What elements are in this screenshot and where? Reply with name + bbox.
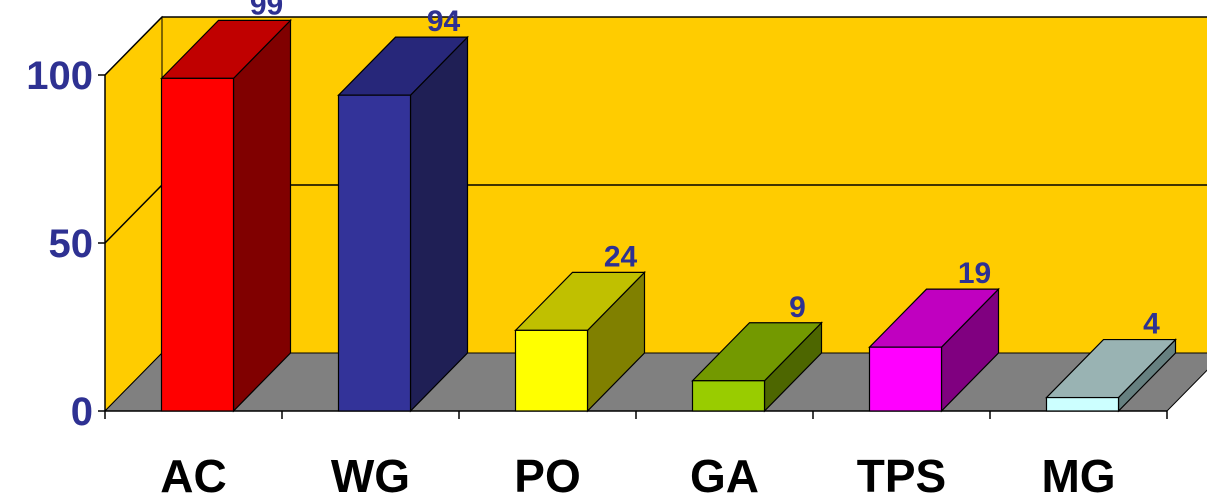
x-tick-label: TPS [857, 450, 946, 501]
bar-wg [337, 35, 469, 413]
bars [160, 18, 1177, 413]
bar-front [337, 94, 412, 412]
data-label: 24 [604, 240, 638, 273]
data-label: 19 [958, 257, 991, 290]
data-label: 4 [1143, 308, 1160, 341]
bar-side [232, 18, 292, 413]
data-label: 9 [789, 291, 806, 324]
bar-ac [160, 18, 292, 413]
bar-ga [691, 321, 823, 413]
data-label: 94 [427, 5, 461, 38]
bar-front [160, 77, 235, 412]
gridline [104, 16, 1207, 76]
bar-po [514, 270, 646, 413]
bar-front [1045, 396, 1120, 412]
data-label: 99 [250, 0, 283, 21]
bar-front [691, 380, 766, 412]
x-tick-label: MG [1041, 450, 1115, 501]
x-tick-label: WG [331, 450, 410, 501]
x-tick-label: GA [690, 450, 759, 501]
labels: 99 AC 94 WG 24 PO 9 GA 19 TPS 4 MG [160, 0, 1160, 501]
bar-front [868, 346, 943, 412]
y-tick-label: 0 [71, 390, 93, 434]
x-tick-label: AC [160, 450, 226, 501]
axes: 0 50 100 [26, 54, 1168, 434]
y-tick-label: 50 [49, 222, 94, 266]
y-tick-label: 100 [26, 54, 93, 98]
x-tick-label: PO [514, 450, 580, 501]
bar-mg [1045, 338, 1177, 413]
bar-tps [868, 287, 1000, 413]
bar-side [409, 35, 469, 413]
bar-front [514, 329, 589, 412]
